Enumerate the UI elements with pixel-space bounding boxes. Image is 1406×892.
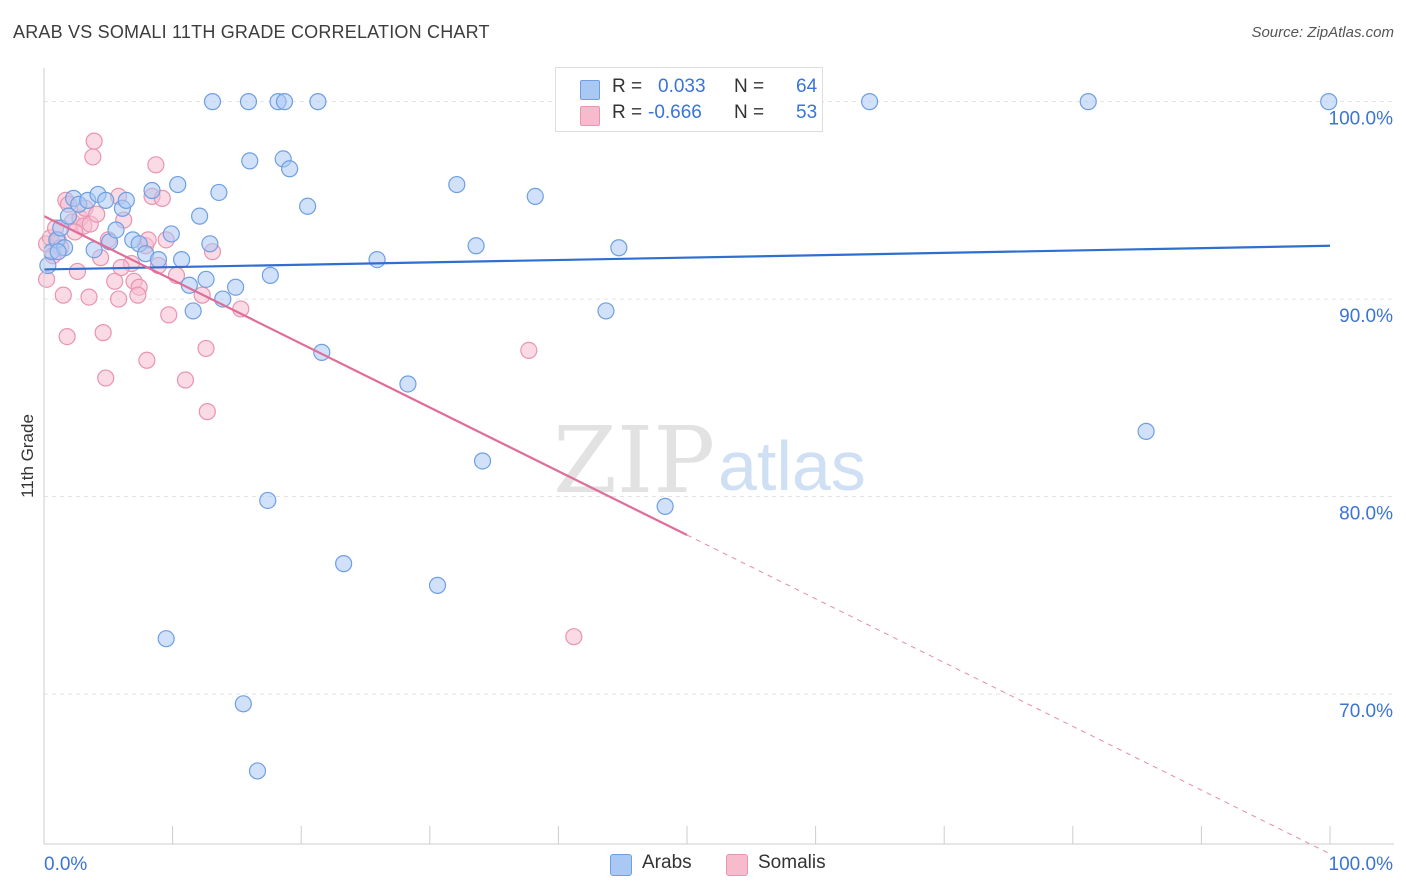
y-tick-label: 100.0% [1329, 109, 1394, 130]
arab-point [241, 152, 259, 170]
somali-point [54, 286, 72, 304]
arab-point [234, 695, 252, 713]
arab-point [597, 302, 615, 320]
arab-point [191, 207, 209, 225]
somalis-swatch [580, 106, 600, 126]
x-tick-label: 0.0% [44, 854, 87, 875]
somalis-r-label: R = [612, 102, 643, 123]
arab-point [335, 555, 353, 573]
watermark-atlas: atlas [718, 427, 866, 505]
arab-point [261, 266, 279, 284]
arab-point [143, 181, 161, 200]
somalis-legend-swatch [726, 854, 748, 876]
somali-point [85, 132, 103, 150]
source-credit: Source: ZipAtlas.com [1251, 24, 1394, 41]
arabs-legend-label: Arabs [642, 852, 692, 873]
somalis-legend-label: Somalis [758, 852, 826, 873]
arab-point [149, 250, 168, 269]
arab-point [526, 187, 544, 206]
somali-point [197, 339, 215, 358]
arab-point [473, 452, 492, 470]
arab-point [227, 278, 245, 296]
somali-point [160, 306, 178, 324]
somalis-n-value: 53 [796, 102, 818, 123]
somali-point [198, 403, 216, 421]
somali-point [58, 327, 76, 346]
somali-point [109, 290, 128, 308]
arab-point [239, 93, 258, 111]
somali-point [520, 341, 538, 360]
somali-point [147, 156, 165, 174]
arab-point [399, 375, 417, 393]
somali-point [97, 369, 115, 387]
arab-point [1079, 93, 1097, 111]
somalis-n-label: N = [734, 102, 765, 123]
somali-point [106, 272, 124, 290]
arab-point [299, 197, 317, 215]
arabs-r-label: R = [612, 76, 643, 97]
arab-point [210, 183, 228, 202]
somalis-r-value: -0.666 [648, 102, 702, 123]
arab-point [248, 762, 267, 780]
grid-layer [44, 101, 1394, 695]
watermark-zip: ZIP [553, 407, 715, 514]
arab-point [259, 491, 277, 510]
y-tick-label: 80.0% [1339, 504, 1393, 525]
somali-point [176, 371, 195, 389]
arab-point [201, 235, 219, 253]
arab-point [1320, 93, 1338, 111]
arabs-r-value: 0.033 [658, 76, 706, 97]
arab-point [169, 175, 187, 194]
chart-title: ARAB VS SOMALI 11TH GRADE CORRELATION CH… [13, 22, 490, 42]
arab-point [117, 191, 135, 209]
arab-point [1137, 422, 1155, 440]
arab-point [184, 302, 202, 320]
somali-point [68, 262, 87, 281]
arabs-n-label: N = [734, 76, 765, 97]
points-layer [37, 93, 1338, 780]
arab-point [610, 239, 628, 257]
arab-point [107, 221, 125, 239]
arab-point [309, 93, 327, 111]
somali-point [565, 628, 583, 646]
somali-point [88, 205, 106, 223]
arab-point [49, 243, 67, 261]
arab-point [275, 93, 294, 111]
stats-legend: R = 0.033 N = 64 R = -0.666 N = 53 [555, 67, 823, 132]
arabs-swatch [580, 80, 600, 100]
arab-point [157, 630, 175, 648]
arab-point [59, 207, 78, 225]
arab-point [368, 250, 386, 269]
somalis-trend-line [43, 215, 688, 536]
somali-point [129, 286, 147, 304]
y-tick-label: 90.0% [1339, 306, 1393, 327]
trend-layer [43, 215, 1331, 855]
arabs-n-value: 64 [796, 76, 818, 97]
y-tick-label: 70.0% [1339, 701, 1393, 722]
somali-point [138, 351, 156, 369]
arab-point [448, 175, 466, 194]
somali-point [94, 324, 112, 342]
arab-point [313, 343, 331, 361]
arab-point [197, 270, 215, 288]
somali-point [80, 288, 98, 306]
arab-point [173, 250, 191, 269]
arab-point [428, 576, 447, 594]
arab-point [281, 160, 299, 178]
y-axis-label: 11th Grade [18, 414, 37, 498]
arab-point [203, 93, 222, 111]
somali-point [84, 148, 102, 166]
arab-point [656, 497, 674, 515]
arabs-trend-line [43, 244, 1331, 271]
arab-point [162, 225, 180, 243]
arab-point [97, 191, 115, 209]
arab-point [467, 237, 485, 255]
arab-point [861, 93, 879, 111]
x-tick-label: 100.0% [1329, 854, 1394, 875]
arabs-legend-swatch [610, 854, 632, 876]
axis-layer: 100.0% 90.0% 80.0% 70.0% 0.0% 100.0% [43, 68, 1394, 875]
